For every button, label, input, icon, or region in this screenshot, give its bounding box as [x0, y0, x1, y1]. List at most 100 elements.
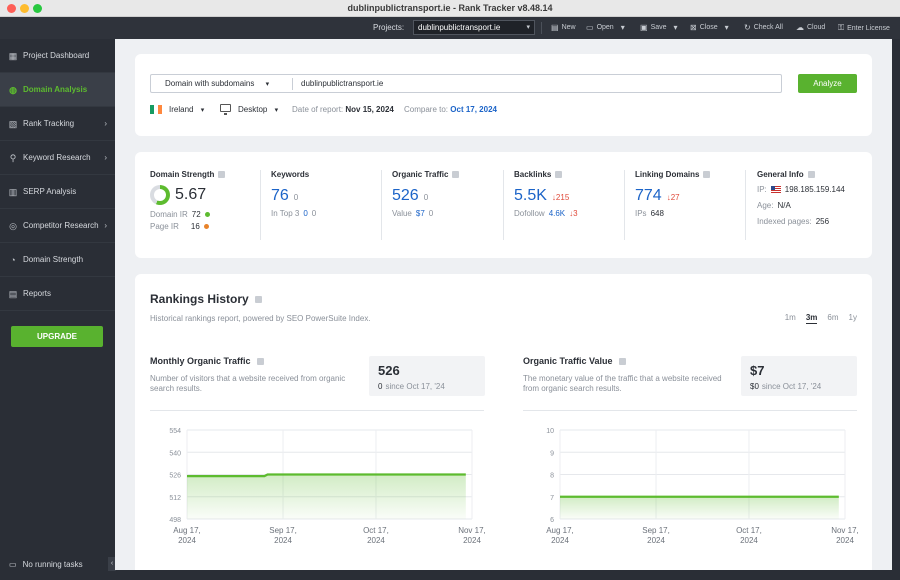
indexed-pages-value: 256 — [815, 217, 830, 226]
domain-search-card: Domain with subdomains ▾ Analyze Ireland… — [135, 54, 872, 136]
sidebar-item-keyword-research[interactable]: ⚲ Keyword Research › — [0, 141, 115, 175]
in-top3-value[interactable]: 0 — [303, 209, 308, 218]
scope-select-value: Domain with subdomains — [165, 79, 255, 88]
close-window-button[interactable] — [7, 4, 16, 13]
upgrade-button[interactable]: UPGRADE — [11, 326, 103, 347]
linking-domains-value[interactable]: 774 — [635, 187, 662, 204]
sidebar-item-label: Rank Tracking — [23, 119, 75, 128]
y-tick-label: 498 — [169, 517, 181, 524]
close-icon: ⊠ — [690, 23, 697, 32]
organic-traffic-value-title: Organic Traffic Value — [523, 356, 626, 366]
ips-value: 648 — [650, 209, 664, 218]
domain-input[interactable] — [301, 77, 771, 90]
close-button-label: Close — [699, 24, 718, 31]
y-tick-label: 526 — [169, 473, 181, 480]
chevron-down-icon: ▾ — [673, 23, 678, 32]
y-tick-label: 8 — [550, 473, 554, 480]
search-divider — [292, 78, 293, 90]
info-icon[interactable] — [256, 357, 264, 365]
device-select[interactable]: Desktop ▾ — [238, 105, 278, 114]
country-select[interactable]: Ireland ▾ — [169, 105, 204, 114]
x-tick-label: Oct 17, — [736, 526, 762, 535]
minimize-window-button[interactable] — [20, 4, 29, 13]
info-icon[interactable] — [452, 171, 460, 178]
close-project-button[interactable]: ⊠ Close ▾ — [690, 23, 729, 32]
sidebar-item-label: Project Dashboard — [23, 51, 90, 60]
sidebar-item-domain-analysis[interactable]: ◍ Domain Analysis — [0, 73, 115, 107]
traffic-value-label: Value — [392, 209, 412, 218]
info-icon[interactable] — [254, 295, 262, 303]
panel-title: Monthly Organic Traffic — [150, 356, 251, 366]
sidebar-item-label: Domain Analysis — [23, 85, 88, 94]
metric-divider — [624, 170, 625, 240]
us-flag-icon — [770, 186, 781, 193]
chevron-down-icon: ▾ — [200, 107, 205, 114]
sidebar-item-label: Competitor Research — [23, 221, 99, 230]
cloud-button[interactable]: ☁ Cloud — [796, 23, 825, 32]
range-selector: 1m 3m 6m 1y — [785, 313, 857, 324]
globe-icon: ◍ — [9, 84, 17, 95]
range-1m[interactable]: 1m — [784, 313, 796, 322]
range-3m[interactable]: 3m — [805, 313, 818, 324]
open-button[interactable]: ▭ Open ▾ — [586, 23, 625, 32]
compare-date[interactable]: Compare to: Oct 17, 2024 — [404, 105, 497, 114]
info-icon[interactable] — [703, 171, 711, 178]
search-icon: ⚲ — [9, 152, 17, 163]
organic-traffic-value[interactable]: 526 — [392, 187, 419, 204]
metric-title: General Info — [757, 170, 804, 179]
in-top3-delta: 0 — [311, 209, 317, 218]
report-icon: ▤ — [8, 288, 18, 299]
analyze-button[interactable]: Analyze — [798, 74, 857, 93]
value-stat-since: since Oct 17, '24 — [761, 382, 822, 391]
range-1y[interactable]: 1y — [848, 313, 857, 322]
ips-label: IPs — [635, 209, 647, 218]
zoom-window-button[interactable] — [33, 4, 42, 13]
keywords-value[interactable]: 76 — [271, 187, 289, 204]
metrics-card: Domain Strength 5.67 Domain IR 72 Page I… — [135, 152, 872, 258]
sidebar-item-project-dashboard[interactable]: ▦ Project Dashboard — [0, 39, 115, 73]
info-icon[interactable] — [555, 171, 563, 178]
scope-select[interactable]: Domain with subdomains ▾ — [165, 79, 269, 88]
range-6m[interactable]: 6m — [827, 313, 839, 322]
traffic-value-amount[interactable]: $7 — [415, 209, 425, 218]
desktop-icon — [220, 104, 231, 115]
backlinks-value[interactable]: 5.5K — [514, 187, 547, 204]
dashboard-icon: ▦ — [8, 50, 18, 61]
folder-icon: ▭ — [586, 23, 594, 32]
indexed-pages-label: Indexed pages: — [757, 217, 812, 226]
backlinks-delta: ↓215 — [551, 193, 570, 202]
project-select[interactable]: dublinpublictransport.ie ▾ — [413, 20, 535, 35]
organic-traffic-delta: 0 — [423, 193, 429, 202]
save-button[interactable]: ▣ Save ▾ — [640, 23, 678, 32]
compare-date-label: Compare to: — [404, 105, 449, 114]
main-content: Domain with subdomains ▾ Analyze Ireland… — [115, 39, 892, 570]
sidebar-item-competitor-research[interactable]: ◎ Competitor Research › — [0, 209, 115, 243]
sidebar-item-domain-strength[interactable]: ◔ Domain Strength — [0, 243, 115, 277]
running-tasks-status[interactable]: ▭ No running tasks — [9, 560, 83, 569]
info-icon[interactable] — [618, 357, 626, 365]
panel-divider — [150, 410, 484, 411]
sidebar-item-serp-analysis[interactable]: ▥ SERP Analysis — [0, 175, 115, 209]
toolbar-divider — [541, 22, 542, 34]
dofollow-value[interactable]: 4.6K — [548, 209, 566, 218]
new-button[interactable]: ▤ New — [551, 23, 576, 32]
sidebar-item-rank-tracking[interactable]: ▧ Rank Tracking › — [0, 107, 115, 141]
info-icon[interactable] — [807, 171, 815, 178]
ip-value: 198.185.159.144 — [784, 185, 845, 194]
enter-license-button[interactable]: ⚿ Enter License — [838, 23, 890, 33]
check-all-button[interactable]: ↻ Check All — [744, 23, 783, 32]
monthly-organic-traffic-title: Monthly Organic Traffic — [150, 356, 264, 366]
sidebar-item-reports[interactable]: ▤ Reports — [0, 277, 115, 311]
organic-traffic-value-description: The monetary value of the traffic that a… — [523, 374, 722, 393]
y-tick-label: 7 — [550, 495, 554, 502]
sidebar-item-label: Domain Strength — [23, 255, 84, 264]
report-date[interactable]: Date of report: Nov 15, 2024 — [292, 105, 394, 114]
monthly-organic-traffic-description: Number of visitors that a website receiv… — [150, 374, 346, 393]
search-bar: Domain with subdomains ▾ — [150, 74, 782, 93]
info-icon[interactable] — [218, 171, 226, 178]
traffic-stat-box: 526 0 since Oct 17, '24 — [369, 356, 485, 396]
collapse-sidebar-button[interactable]: ‹ — [108, 557, 116, 571]
page-ir-value: 16 — [190, 222, 200, 231]
ip-label: IP: — [757, 185, 767, 194]
organic-traffic-metric: Organic Traffic 526 0 Value $7 0 — [392, 170, 460, 218]
